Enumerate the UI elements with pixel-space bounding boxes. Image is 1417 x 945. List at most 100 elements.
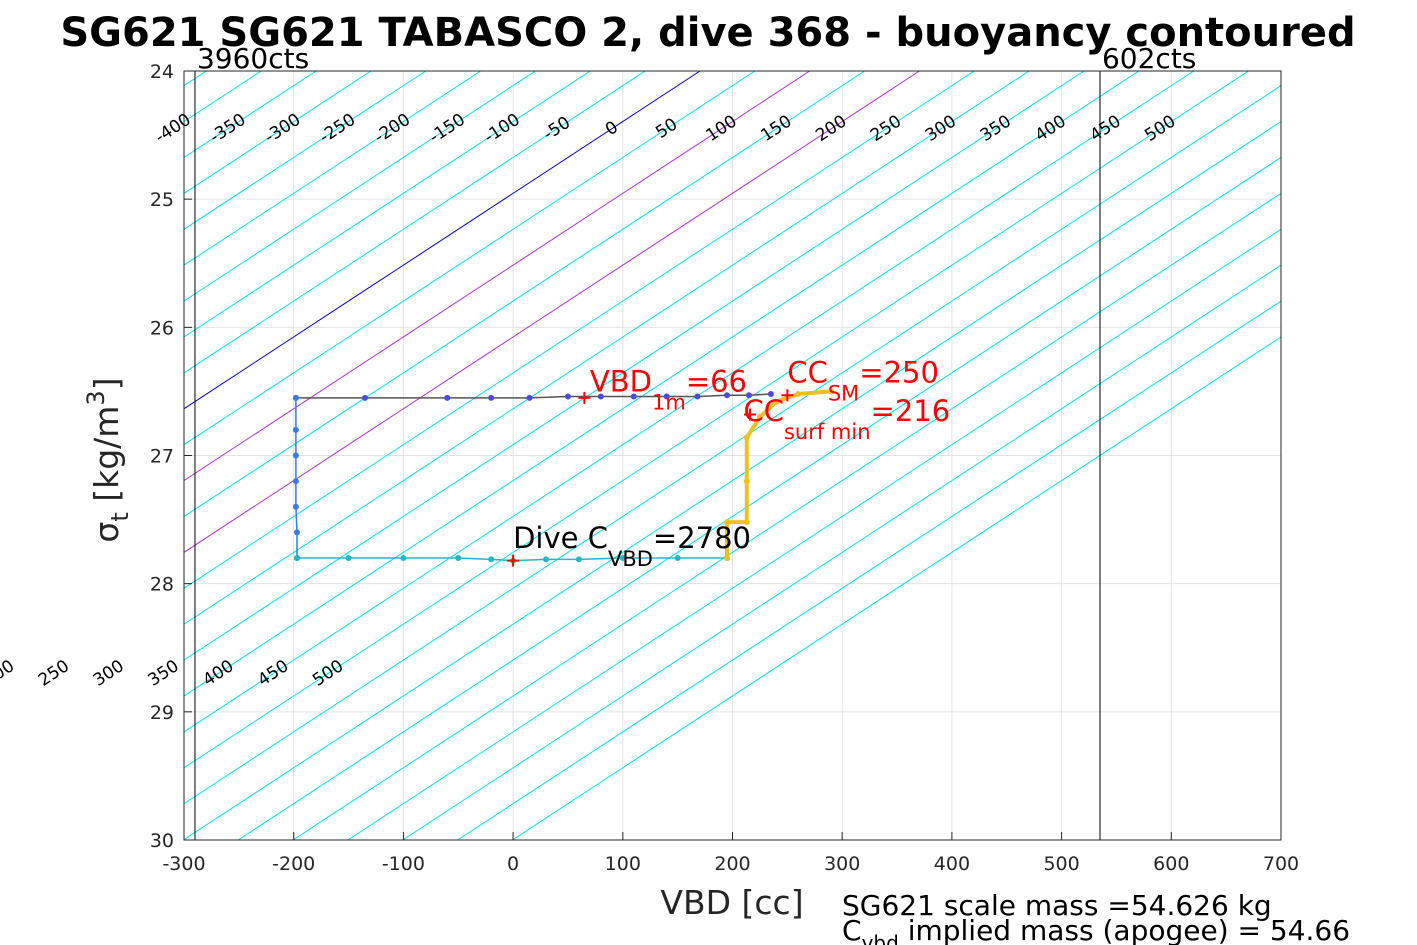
contour-label: 250 (35, 656, 73, 691)
trajectory-point (795, 390, 802, 397)
contour-line (184, 71, 1140, 697)
contour-line (184, 120, 1281, 840)
contour-line (184, 71, 920, 553)
annotation-value: =250 (859, 355, 939, 389)
trajectory-point (743, 519, 750, 526)
footer-c-sub: vbd (862, 931, 899, 945)
contour-line (184, 71, 1085, 661)
vbd-limit-lines: 3960cts 602cts (194, 42, 1196, 840)
y-label-sup: 3 (82, 390, 110, 405)
x-tick-label: -100 (382, 853, 425, 875)
trajectory-point (663, 393, 670, 400)
red-plus-marker (578, 391, 591, 404)
trajectory-point (292, 426, 299, 433)
contour-label: 350 (145, 656, 183, 691)
trajectory-point (345, 555, 352, 562)
y-axis-ticks: 24 25 26 27 28 29 30 (150, 61, 192, 852)
y-label-sub: t (106, 512, 134, 521)
annotation: Dive CVBD=2780 (513, 521, 751, 571)
trajectory-point (292, 394, 299, 401)
contour-line (184, 71, 1194, 733)
y-tick-label: 24 (150, 61, 174, 83)
trajectory-point (292, 503, 299, 510)
contour-line (184, 71, 975, 589)
trajectory-point (526, 394, 533, 401)
annotation-sub: VBD (608, 547, 653, 571)
trajectory-point (292, 478, 299, 485)
contour-line (184, 71, 646, 374)
contour-line (184, 71, 591, 338)
red-plus-marker (507, 554, 520, 567)
x-tick-label: 300 (824, 853, 860, 875)
annotation-main: VBD (590, 364, 652, 398)
trajectory-point (488, 394, 495, 401)
red-markers (507, 389, 794, 567)
y-tick-label: 28 (150, 574, 174, 596)
trajectory-point (575, 556, 582, 563)
footer-scale-mass: SG621 scale mass =54.626 kg (842, 889, 1272, 922)
y-tick-label: 27 (150, 446, 174, 468)
x-tick-label: 400 (934, 853, 970, 875)
y-tick-label: 29 (150, 702, 174, 724)
trajectory-point (694, 393, 701, 400)
annotation-main: CC (787, 355, 828, 389)
red-plus-marker (781, 389, 794, 402)
trajectory-point (743, 478, 750, 485)
y-tick-label: 26 (150, 317, 174, 339)
x-tick-label: 0 (507, 853, 519, 875)
annotation-sub: SM (828, 381, 859, 405)
annotation-value: =216 (871, 394, 951, 428)
x-axis-ticks: -300 -200 -100 0 100 200 300 400 500 600 700 (162, 832, 1299, 875)
contour-label: 300 (90, 656, 128, 691)
trajectory-point (756, 414, 763, 421)
trajectory-point (630, 393, 637, 400)
contour-line (184, 71, 701, 410)
chart-title: SG621 SG621 TABASCO 2, dive 368 - buoyan… (60, 10, 1355, 56)
x-tick-label: -300 (162, 853, 205, 875)
x-tick-label: -200 (272, 853, 315, 875)
annotation-main: CC (743, 394, 784, 428)
trajectory-point (488, 556, 495, 563)
trajectory-point (292, 452, 299, 459)
annotation: CCSM=250 (787, 355, 939, 405)
trajectory-point (444, 394, 451, 401)
trajectory-point (400, 555, 407, 562)
footer-c: C (842, 914, 862, 945)
contour-line (184, 71, 865, 518)
contour-line (184, 71, 536, 302)
y-tick-label: 30 (150, 830, 174, 852)
contour-line (184, 71, 427, 230)
y-label-close: ] (87, 377, 126, 390)
buoyancy-contours (0, 71, 1281, 840)
trajectory-point (455, 555, 462, 562)
contour-line (0, 71, 97, 840)
annotation-main: Dive C (513, 521, 608, 555)
trajectory-point (293, 555, 300, 562)
trajectory-point (724, 392, 731, 399)
annotation-value: =66 (686, 364, 747, 398)
trajectory-point (724, 555, 731, 562)
trajectory-point (724, 519, 731, 526)
annotation-sub: 1m (652, 390, 686, 414)
annotation-value: =2780 (653, 521, 751, 555)
trajectory-point (674, 555, 681, 562)
contour-line (184, 71, 481, 266)
trajectory-point (619, 555, 626, 562)
footer-implied-mass: Cvbd implied mass (apogee) = 54.66 (842, 914, 1350, 945)
x-tick-label: 600 (1153, 853, 1189, 875)
red-plus-marker (744, 408, 757, 421)
trajectory-point (293, 529, 300, 536)
contour-line (457, 300, 1281, 840)
contour-line (184, 71, 1030, 625)
contour-line (237, 156, 1281, 840)
y-axis-label: σt [kg/m3] (82, 377, 134, 542)
contour-line (184, 71, 1249, 769)
trajectory-point (564, 393, 571, 400)
trajectory-point (745, 392, 752, 399)
trajectory-point (543, 556, 550, 563)
y-label-symbol: σ (87, 522, 126, 543)
contour-line (184, 71, 811, 482)
contour-line (402, 264, 1281, 840)
